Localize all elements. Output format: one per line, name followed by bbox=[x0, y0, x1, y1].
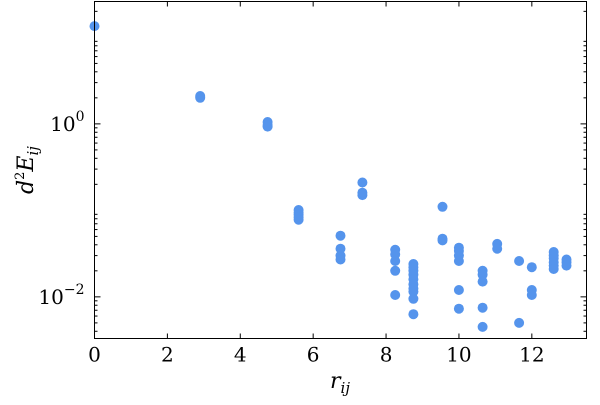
y-axis-label: d2Eij bbox=[13, 146, 42, 194]
data-point-59 bbox=[548, 264, 559, 274]
data-point-14 bbox=[335, 254, 346, 265]
data-point-48 bbox=[477, 321, 488, 332]
y-axis: 100 10−2 bbox=[38, 10, 587, 332]
data-point-2 bbox=[195, 92, 206, 103]
data-point-40 bbox=[453, 285, 464, 295]
data-point-21 bbox=[390, 265, 401, 276]
plot-frame bbox=[94, 1, 587, 339]
x-tick-label-5: 10 bbox=[446, 343, 471, 367]
x-tick-label-4: 8 bbox=[380, 343, 393, 367]
data-point-46 bbox=[477, 276, 488, 287]
x-tick-label-0: 0 bbox=[88, 343, 101, 367]
x-tick-label-2: 4 bbox=[234, 343, 247, 367]
data-point-30 bbox=[408, 286, 419, 297]
data-point-11 bbox=[335, 230, 346, 241]
y-tick-label-1: 10−2 bbox=[38, 282, 84, 309]
data-point-35 bbox=[437, 235, 448, 246]
data-point-17 bbox=[357, 190, 368, 201]
data-point-20 bbox=[390, 256, 401, 266]
data-point-31 bbox=[408, 293, 419, 304]
data-point-47 bbox=[477, 302, 488, 313]
x-axis-label: rij bbox=[330, 369, 350, 397]
data-point-12 bbox=[335, 243, 346, 254]
x-tick-label-6: 12 bbox=[519, 343, 544, 367]
data-point-33 bbox=[437, 201, 448, 212]
data-point-15 bbox=[357, 177, 368, 188]
data-point-50 bbox=[514, 317, 525, 328]
x-tick-label-3: 6 bbox=[307, 343, 320, 367]
data-point-53 bbox=[526, 290, 537, 300]
data-point-10 bbox=[293, 214, 304, 225]
data-point-62 bbox=[561, 260, 572, 271]
x-axis: 0 2 4 6 8 10 12 bbox=[88, 1, 545, 367]
data-point-43 bbox=[492, 243, 503, 254]
data-point-51 bbox=[526, 262, 537, 273]
data-point-22 bbox=[390, 290, 401, 300]
data-point-39 bbox=[453, 256, 464, 266]
x-tick-label-1: 2 bbox=[161, 343, 174, 367]
data-point-49 bbox=[514, 256, 525, 266]
data-point-32 bbox=[408, 309, 419, 320]
data-point-5 bbox=[262, 121, 273, 132]
y-tick-label-0: 100 bbox=[50, 109, 84, 136]
data-points bbox=[89, 21, 572, 332]
data-point-41 bbox=[453, 303, 464, 314]
